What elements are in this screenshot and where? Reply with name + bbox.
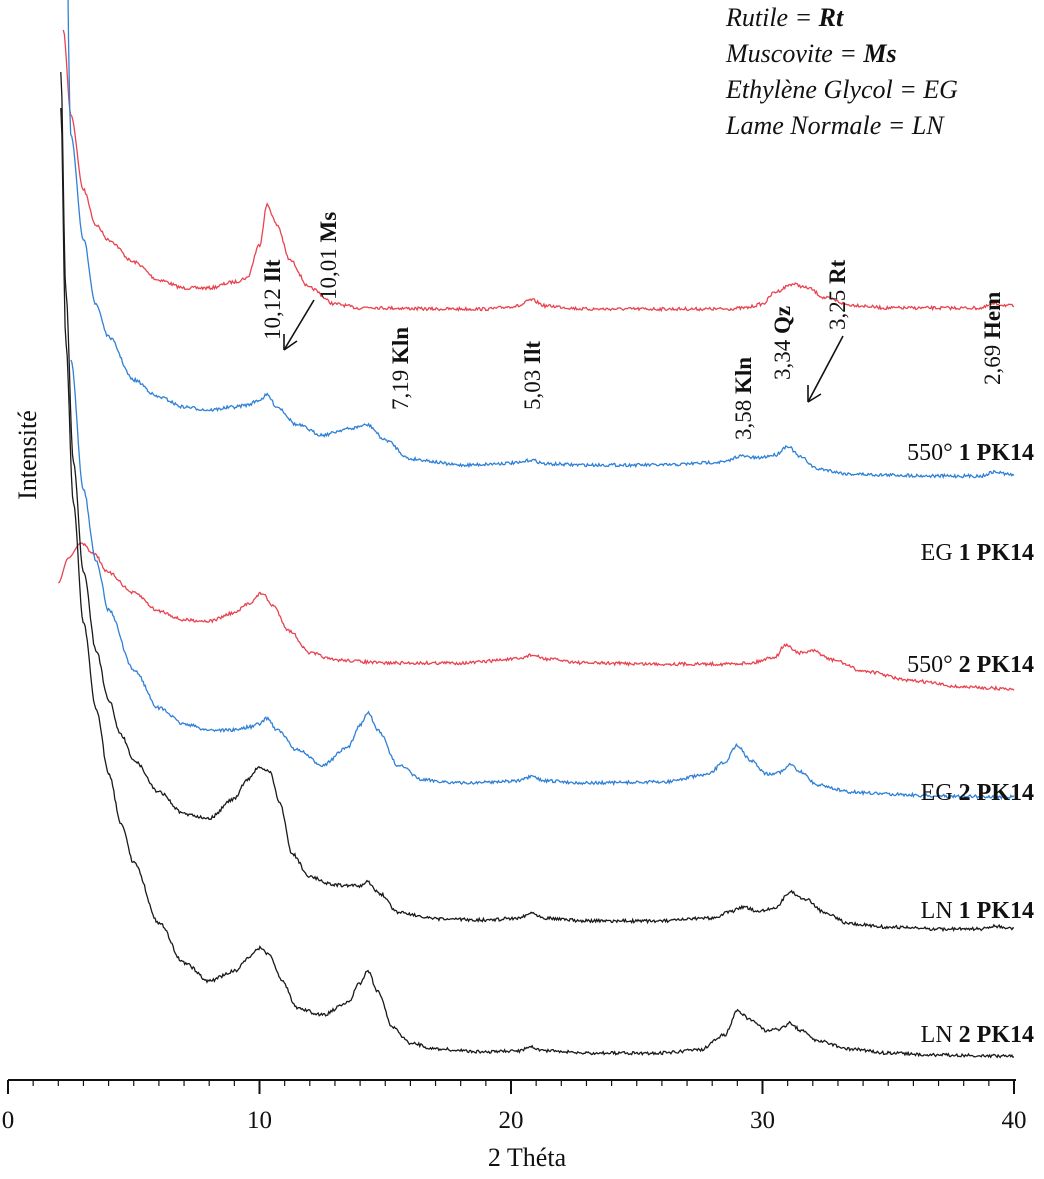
x-tick-label: 30 bbox=[750, 1107, 775, 1134]
legend-line-2: Muscovite = Ms bbox=[725, 39, 897, 68]
legend-line-1: Rutile = Rt bbox=[725, 3, 844, 32]
peak-label-ilt: 10,12 Ilt bbox=[260, 259, 285, 340]
rt-arrowhead bbox=[807, 385, 822, 403]
ms-arrowhead bbox=[283, 334, 298, 351]
curve-series-5 bbox=[60, 71, 1014, 933]
y-axis-title: Intensité bbox=[13, 410, 42, 500]
curve-series-2 bbox=[67, 0, 1015, 480]
abbreviation-legend: Rutile = Rt Muscovite = Ms Ethylène Glycol… bbox=[725, 3, 958, 140]
rt-arrow bbox=[807, 335, 844, 403]
legend-line-4: Lame Normale = LN bbox=[725, 111, 945, 140]
curve-labels: 550° 1 PK14 EG 1 PK14 550° 2 PK14 EG 2 PK14… bbox=[907, 440, 1034, 1048]
curve-label-1: 550° 1 PK14 bbox=[907, 440, 1034, 466]
x-tick-label: 10 bbox=[247, 1107, 272, 1134]
peak-label-qz: 3,34 Qz bbox=[770, 306, 795, 380]
x-tick-label: 0 bbox=[2, 1107, 15, 1134]
legend-line-3: Ethylène Glycol = EG bbox=[725, 75, 958, 104]
peak-label-hem: 2,69 Hem bbox=[980, 292, 1005, 385]
curve-label-6: LN 2 PK14 bbox=[921, 1022, 1034, 1048]
peak-label-ilt: 5,03 Ilt bbox=[520, 341, 545, 410]
curve-label-2: EG 1 PK14 bbox=[921, 540, 1034, 566]
curve-series-1 bbox=[62, 29, 1015, 313]
peak-label-rt: 3,25 Rt bbox=[825, 259, 850, 330]
x-axis-ticks: 0 10 20 30 40 bbox=[2, 1080, 1027, 1134]
curve-series-6 bbox=[60, 107, 1015, 1059]
curve-series-3 bbox=[57, 542, 1015, 692]
curve-series-4 bbox=[70, 359, 1015, 801]
curve-label-4: EG 2 PK14 bbox=[921, 780, 1034, 806]
peak-label-ms: 10,01 Ms bbox=[316, 212, 341, 300]
x-tick-label: 40 bbox=[1002, 1107, 1027, 1134]
diffraction-curves bbox=[57, 0, 1015, 1059]
ms-arrow bbox=[283, 299, 315, 351]
x-axis-title: 2 Théta bbox=[488, 1143, 567, 1172]
x-tick-label: 20 bbox=[499, 1107, 524, 1134]
curve-label-5: LN 1 PK14 bbox=[921, 898, 1034, 924]
peak-label-kln: 7,19 Kln bbox=[388, 327, 413, 410]
peak-label-kln: 3,58 Kln bbox=[731, 357, 756, 440]
curve-label-3: 550° 2 PK14 bbox=[907, 652, 1034, 678]
peak-annotations: 10,12 Ilt 10,01 Ms 7,19 Kln 5,03 Ilt 3,58 Kl… bbox=[260, 212, 1005, 440]
annotation-arrows bbox=[283, 299, 844, 403]
